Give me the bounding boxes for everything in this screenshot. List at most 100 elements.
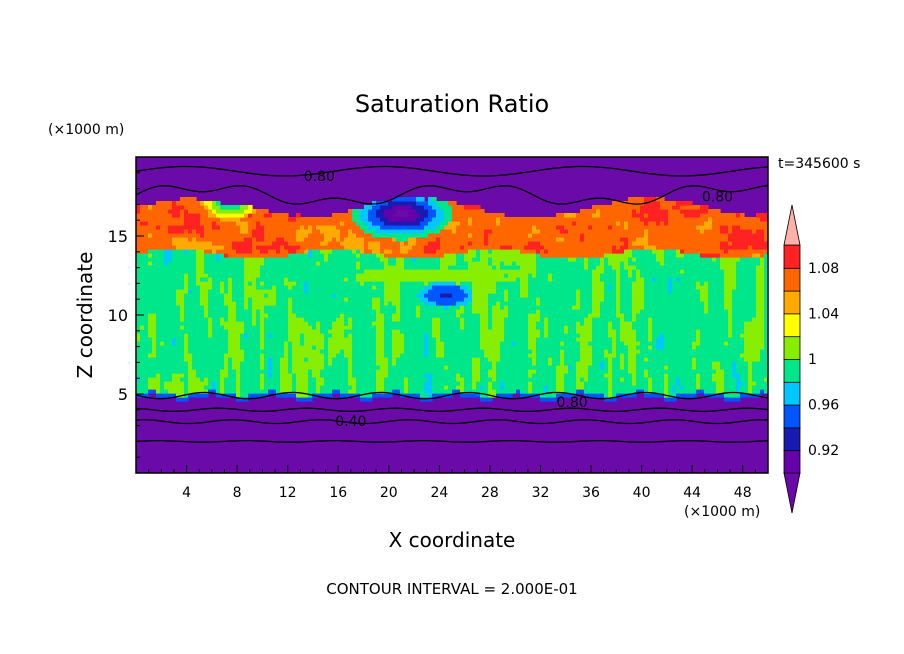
field-cell: [156, 301, 161, 306]
field-cell: [400, 281, 405, 286]
field-cell: [372, 309, 377, 314]
field-cell: [492, 277, 497, 282]
field-cell: [440, 333, 445, 338]
field-cell: [564, 273, 569, 278]
field-cell: [672, 277, 677, 282]
field-cell: [576, 333, 581, 338]
field-cell: [356, 305, 361, 310]
field-cell: [692, 393, 697, 398]
field-cell: [476, 309, 481, 314]
field-cell: [164, 393, 169, 398]
field-cell: [468, 273, 473, 278]
field-cell: [136, 285, 141, 290]
field-cell: [352, 293, 357, 298]
field-cell: [424, 369, 429, 374]
field-cell: [176, 309, 181, 314]
field-cell: [296, 309, 301, 314]
field-cell: [580, 297, 585, 302]
field-cell: [672, 357, 677, 362]
field-cell: [576, 345, 581, 350]
field-cell: [644, 313, 649, 318]
field-cell: [428, 309, 433, 314]
field-cell: [248, 293, 253, 298]
field-cell: [664, 281, 669, 286]
field-cell: [544, 277, 549, 282]
field-cell: [456, 321, 461, 326]
field-cell: [164, 329, 169, 334]
field-cell: [376, 273, 381, 278]
field-cell: [668, 377, 673, 382]
field-cell: [464, 353, 469, 358]
field-cell: [556, 373, 561, 378]
field-cell: [244, 285, 249, 290]
field-cell: [456, 333, 461, 338]
field-cell: [628, 361, 633, 366]
field-cell: [220, 269, 225, 274]
field-cell: [636, 317, 641, 322]
field-cell: [744, 277, 749, 282]
field-cell: [688, 377, 693, 382]
field-cell: [544, 397, 549, 402]
field-cell: [460, 289, 465, 294]
field-cell: [324, 337, 329, 342]
field-cell: [544, 321, 549, 326]
field-cell: [676, 385, 681, 390]
field-cell: [216, 269, 221, 274]
field-cell: [404, 349, 409, 354]
field-cell: [660, 333, 665, 338]
field-cell: [564, 297, 569, 302]
field-cell: [216, 377, 221, 382]
field-cell: [360, 273, 365, 278]
field-cell: [640, 293, 645, 298]
field-cell: [476, 301, 481, 306]
field-cell: [236, 349, 241, 354]
field-cell: [480, 285, 485, 290]
field-cell: [220, 305, 225, 310]
field-cell: [260, 273, 265, 278]
field-cell: [712, 293, 717, 298]
field-cell: [660, 341, 665, 346]
field-cell: [244, 277, 249, 282]
field-cell: [748, 337, 753, 342]
field-cell: [392, 373, 397, 378]
field-cell: [616, 349, 621, 354]
field-cell: [316, 289, 321, 294]
field-cell: [368, 381, 373, 386]
field-cell: [540, 301, 545, 306]
field-cell: [264, 361, 269, 366]
field-cell: [220, 297, 225, 302]
field-cell: [168, 353, 173, 358]
field-cell: [160, 273, 165, 278]
field-cell: [324, 349, 329, 354]
field-cell: [412, 289, 417, 294]
field-cell: [272, 313, 277, 318]
field-cell: [248, 333, 253, 338]
field-cell: [248, 281, 253, 286]
field-cell: [164, 273, 169, 278]
field-cell: [672, 337, 677, 342]
field-cell: [480, 321, 485, 326]
field-cell: [416, 273, 421, 278]
field-cell: [260, 373, 265, 378]
field-cell: [308, 385, 313, 390]
field-cell: [340, 273, 345, 278]
field-cell: [632, 373, 637, 378]
field-cell: [328, 325, 333, 330]
field-cell: [692, 329, 697, 334]
field-cell: [668, 321, 673, 326]
field-cell: [412, 281, 417, 286]
field-cell: [276, 337, 281, 342]
field-cell: [236, 341, 241, 346]
field-cell: [300, 285, 305, 290]
field-cell: [572, 281, 577, 286]
field-cell: [136, 353, 141, 358]
field-cell: [636, 337, 641, 342]
field-cell: [700, 325, 705, 330]
field-cell: [256, 353, 261, 358]
field-cell: [360, 321, 365, 326]
field-cell: [684, 385, 689, 390]
field-cell: [220, 309, 225, 314]
field-cell: [224, 345, 229, 350]
field-cell: [356, 389, 361, 394]
field-cell: [632, 325, 637, 330]
